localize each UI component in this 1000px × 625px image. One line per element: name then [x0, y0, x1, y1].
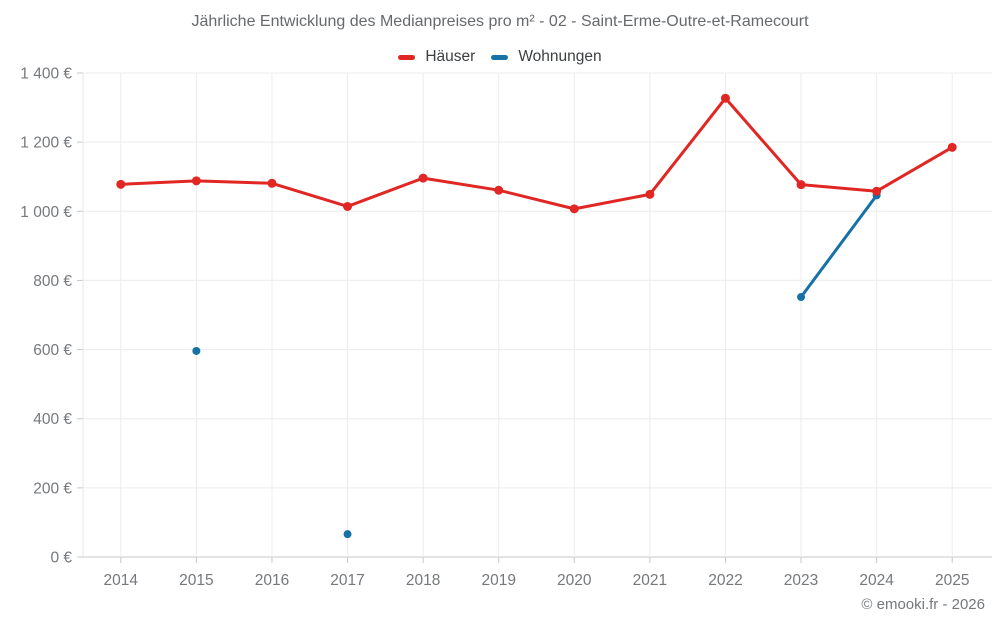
- svg-text:200 €: 200 €: [33, 480, 72, 497]
- x-axis-labels: 2014 2015 2016 2017 2018 2019 2020 2021 2022 2023…: [104, 572, 970, 589]
- data-point-haeuser-2020: [569, 204, 579, 214]
- data-point-haeuser-2015: [191, 176, 201, 186]
- svg-text:400 €: 400 €: [33, 411, 72, 428]
- svg-text:2015: 2015: [179, 572, 213, 589]
- data-point-haeuser-2025: [947, 142, 957, 152]
- svg-text:2014: 2014: [104, 572, 139, 589]
- legend-label-wohnungen: Wohnungen: [518, 48, 602, 65]
- svg-text:1 200 €: 1 200 €: [20, 135, 72, 152]
- svg-text:0 €: 0 €: [50, 550, 72, 567]
- data-point-haeuser-2023: [796, 180, 806, 190]
- data-point-haeuser-2021: [645, 189, 655, 199]
- svg-text:1 400 €: 1 400 €: [20, 66, 72, 83]
- data-point-haeuser-2019: [494, 185, 504, 195]
- data-point-haeuser-2024: [872, 186, 882, 196]
- legend-item-haeuser[interactable]: Häuser: [398, 48, 475, 66]
- gridlines: [77, 72, 992, 563]
- data-point-haeuser-2022: [720, 93, 730, 103]
- svg-text:2023: 2023: [784, 572, 818, 589]
- svg-text:2017: 2017: [330, 572, 364, 589]
- series-haeuser: [116, 93, 957, 214]
- data-point-haeuser-2014: [116, 179, 126, 189]
- svg-text:800 €: 800 €: [33, 273, 72, 290]
- svg-text:2025: 2025: [935, 572, 969, 589]
- svg-text:2024: 2024: [859, 572, 894, 589]
- data-point-haeuser-2017: [343, 201, 353, 211]
- svg-text:2019: 2019: [481, 572, 515, 589]
- copyright-note: © emooki.fr - 2026: [861, 596, 985, 613]
- svg-text:2021: 2021: [633, 572, 667, 589]
- wohnungen-series-swatch-icon: [491, 54, 509, 60]
- legend-label-haeuser: Häuser: [425, 48, 476, 65]
- y-axis-labels: 0 € 200 € 400 € 600 € 800 € 1 000 € 1 200 € 1 4…: [20, 66, 72, 567]
- data-point-wohnungen-2023: [797, 293, 806, 302]
- series-wohnungen: [192, 191, 881, 539]
- svg-text:600 €: 600 €: [33, 342, 72, 359]
- svg-text:1 000 €: 1 000 €: [20, 204, 72, 221]
- svg-text:2016: 2016: [255, 572, 289, 589]
- legend: Häuser Wohnungen: [0, 48, 1000, 66]
- data-point-haeuser-2018: [418, 173, 428, 183]
- chart-title: Jährliche Entwicklung des Medianpreises …: [191, 13, 809, 30]
- svg-text:2022: 2022: [708, 572, 742, 589]
- data-point-wohnungen-2017: [343, 530, 352, 539]
- svg-text:2020: 2020: [557, 572, 592, 589]
- haeuser-series-swatch-icon: [398, 54, 416, 60]
- data-point-wohnungen-2015: [192, 346, 201, 355]
- legend-item-wohnungen[interactable]: Wohnungen: [491, 48, 602, 66]
- svg-text:2018: 2018: [406, 572, 440, 589]
- data-point-haeuser-2016: [267, 178, 277, 188]
